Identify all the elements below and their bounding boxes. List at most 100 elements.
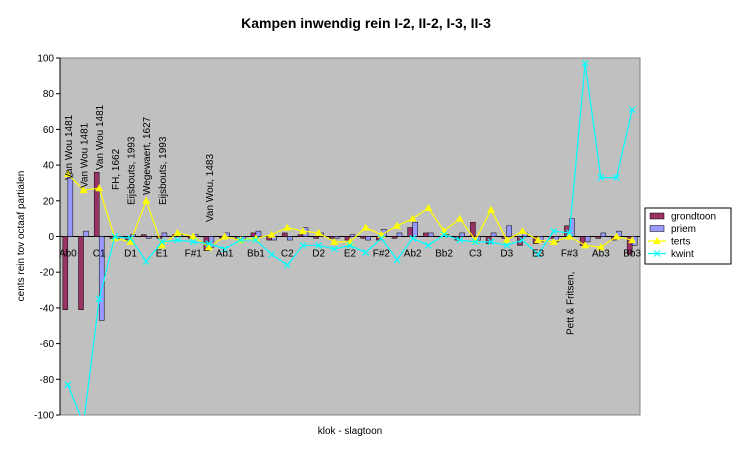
bar bbox=[412, 221, 418, 237]
marker bbox=[440, 231, 448, 239]
marker bbox=[189, 232, 198, 240]
marker bbox=[377, 234, 385, 242]
x-tick-label: E3 bbox=[532, 249, 545, 260]
marker bbox=[581, 59, 589, 67]
marker bbox=[189, 238, 197, 246]
x-tick-label: Bb2 bbox=[435, 249, 453, 260]
x-tick-label: E2 bbox=[344, 249, 357, 260]
marker bbox=[283, 261, 291, 269]
bar bbox=[329, 236, 335, 239]
marker bbox=[314, 228, 323, 236]
marker bbox=[487, 205, 496, 213]
bar bbox=[287, 236, 293, 241]
marker bbox=[221, 245, 229, 253]
bar bbox=[490, 232, 497, 237]
bar bbox=[506, 225, 513, 237]
annotation: Van Wou 1481 bbox=[95, 104, 106, 170]
marker bbox=[174, 236, 181, 244]
bar bbox=[93, 171, 100, 237]
bar bbox=[62, 236, 69, 310]
bar bbox=[391, 236, 398, 239]
marker bbox=[393, 221, 402, 229]
legend-label: terts bbox=[671, 237, 690, 248]
y-tick-label: 40 bbox=[43, 161, 55, 172]
legend-swatch bbox=[649, 212, 665, 220]
marker bbox=[408, 214, 417, 222]
legend-label: priem bbox=[671, 224, 696, 235]
x-tick-label: D2 bbox=[312, 249, 325, 260]
marker bbox=[298, 227, 307, 235]
marker bbox=[424, 203, 433, 211]
bar bbox=[282, 232, 288, 237]
bar bbox=[67, 173, 74, 237]
annotation: Pett & Fritsen, bbox=[565, 272, 576, 335]
annotation: Eijsbouts, 1993 bbox=[158, 136, 169, 205]
marker bbox=[456, 236, 464, 244]
marker bbox=[534, 236, 543, 244]
marker bbox=[142, 196, 151, 204]
marker bbox=[204, 243, 213, 251]
y-tick-label: -80 bbox=[40, 375, 55, 386]
bar bbox=[584, 236, 591, 243]
annotation: Eijsbouts, 1993 bbox=[127, 136, 138, 205]
marker bbox=[628, 236, 637, 244]
bar bbox=[161, 232, 168, 237]
marker bbox=[566, 229, 573, 237]
y-tick-label: 60 bbox=[43, 125, 55, 136]
x-tick-label: E1 bbox=[156, 249, 169, 260]
x-tick-label: Ab0 bbox=[59, 249, 77, 260]
bar bbox=[313, 236, 319, 239]
bar bbox=[297, 234, 304, 237]
bar bbox=[595, 236, 602, 239]
legend-label: grondtoon bbox=[671, 212, 716, 223]
y-axis-label: cents rein tov octaaf partialen bbox=[16, 171, 27, 302]
bar bbox=[334, 236, 340, 239]
marker bbox=[95, 295, 103, 303]
bar bbox=[360, 236, 366, 239]
chart-title: Kampen inwendig rein I-2, II-2, I-3, II-… bbox=[241, 15, 491, 31]
bar bbox=[396, 232, 403, 237]
bar bbox=[459, 232, 465, 237]
x-tick-label: Ab1 bbox=[216, 249, 234, 260]
marker bbox=[455, 214, 464, 222]
y-tick-label: 80 bbox=[43, 89, 55, 100]
marker bbox=[157, 241, 166, 249]
bar bbox=[78, 236, 84, 310]
marker bbox=[361, 223, 370, 231]
marker bbox=[502, 236, 511, 244]
marker bbox=[362, 249, 370, 256]
marker bbox=[283, 223, 292, 231]
x-tick-label: Ab2 bbox=[404, 249, 422, 260]
marker bbox=[236, 236, 244, 244]
marker bbox=[549, 237, 558, 245]
y-tick-label: 0 bbox=[48, 232, 54, 243]
marker bbox=[565, 232, 574, 240]
y-tick-label: -20 bbox=[40, 268, 55, 279]
x-tick-label: C1 bbox=[93, 249, 106, 260]
marker bbox=[142, 258, 150, 265]
x-axis-label: klok - slagtoon bbox=[318, 426, 382, 437]
plot-content bbox=[62, 59, 638, 415]
marker bbox=[64, 381, 72, 389]
marker bbox=[503, 242, 511, 249]
marker bbox=[612, 232, 621, 240]
bar bbox=[140, 234, 147, 237]
marker bbox=[299, 242, 307, 249]
marker bbox=[518, 227, 527, 235]
annotation: FH, 1662 bbox=[111, 148, 122, 190]
marker bbox=[330, 237, 339, 245]
marker bbox=[268, 250, 276, 258]
annotation: Wegewaert, 1627 bbox=[142, 116, 153, 195]
marker bbox=[330, 245, 338, 253]
marker bbox=[409, 234, 417, 242]
marker bbox=[424, 242, 432, 249]
marker bbox=[346, 242, 354, 249]
legend-marker bbox=[653, 237, 661, 244]
x-tick-label: Ab3 bbox=[592, 249, 610, 260]
annotation: Van Wou 1481 bbox=[80, 122, 91, 188]
x-tick-label: F#3 bbox=[561, 249, 579, 260]
x-tick-label: D1 bbox=[124, 249, 137, 260]
marker bbox=[597, 174, 605, 182]
bar bbox=[423, 232, 429, 237]
